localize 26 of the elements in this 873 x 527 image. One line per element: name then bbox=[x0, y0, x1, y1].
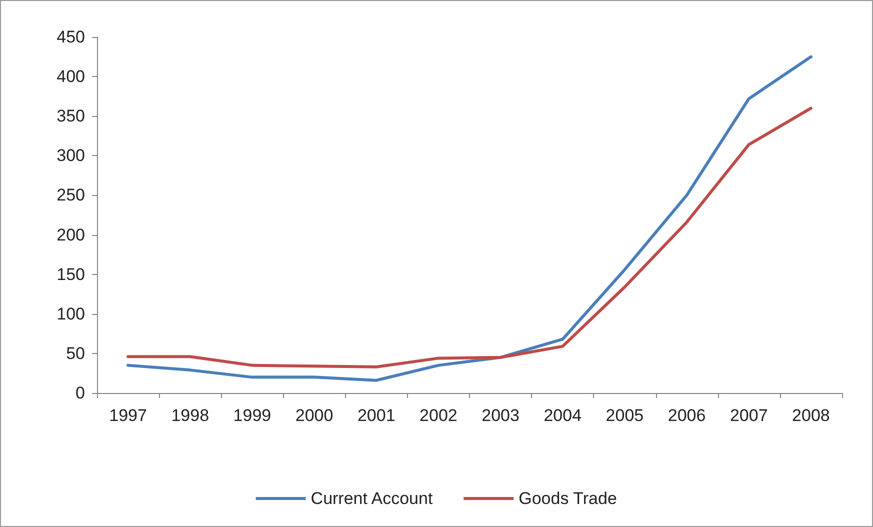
line-series bbox=[126, 55, 812, 382]
x-tick-label: 2007 bbox=[730, 406, 768, 425]
y-tick-label: 400 bbox=[56, 67, 85, 86]
y-tick-label: 50 bbox=[66, 344, 85, 363]
y-tick-label: 150 bbox=[56, 264, 85, 284]
x-tick-label: 1998 bbox=[171, 406, 210, 425]
x-tick-label: 2006 bbox=[668, 406, 706, 425]
y-tick-label: 100 bbox=[56, 304, 85, 324]
line-series bbox=[126, 106, 812, 368]
y-tick-label: 350 bbox=[56, 106, 85, 126]
x-tick-label: 2002 bbox=[420, 406, 458, 425]
x-tick-label: 2003 bbox=[482, 406, 520, 425]
x-tick-label: 2000 bbox=[295, 406, 334, 425]
x-tick-label: 2001 bbox=[357, 406, 396, 425]
y-tick-label: 200 bbox=[56, 225, 85, 244]
legend-label: Current Account bbox=[310, 489, 433, 508]
y-tick-label: 0 bbox=[76, 384, 85, 402]
legend-label: Goods Trade bbox=[518, 489, 617, 508]
y-tick-label: 300 bbox=[56, 146, 85, 166]
x-tick-label: 2004 bbox=[544, 406, 582, 425]
y-tick-label: 250 bbox=[56, 186, 85, 205]
x-tick-label: 2008 bbox=[792, 406, 830, 425]
x-tick-label: 1997 bbox=[109, 406, 147, 425]
x-tick-label: 1999 bbox=[233, 406, 272, 425]
y-tick-label: 450 bbox=[56, 28, 85, 46]
x-tick-label: 2005 bbox=[606, 406, 644, 425]
